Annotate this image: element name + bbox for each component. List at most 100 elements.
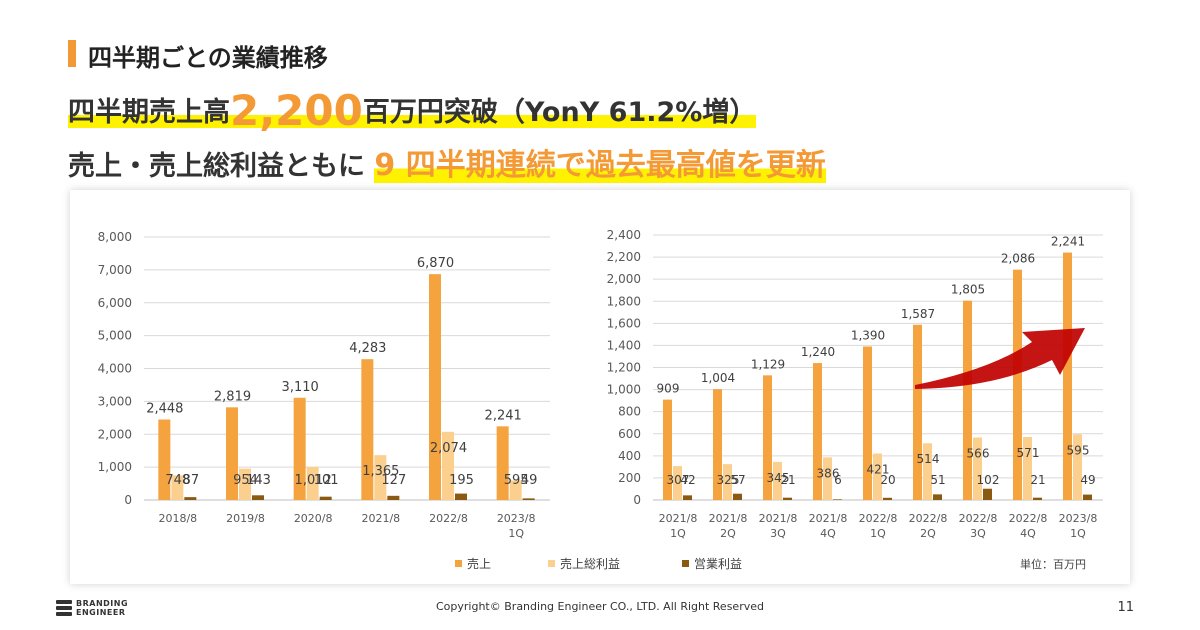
bar-2-s2: [1073, 434, 1082, 500]
data-label: 49: [1080, 473, 1095, 487]
data-label: 386: [817, 466, 840, 480]
y-tick-label: 4,000: [98, 362, 132, 376]
data-label: 1,129: [751, 357, 785, 371]
data-label: 2,074: [430, 441, 467, 456]
bar-2-s2: [773, 461, 782, 500]
y-tick-label: 1,600: [607, 316, 641, 330]
bar-2-s2: [973, 437, 982, 500]
legend-label: 営業利益: [694, 557, 742, 571]
bar-1-s1: [293, 397, 306, 500]
x-tick-label: 4Q: [820, 527, 836, 540]
data-label: 3,110: [282, 380, 319, 395]
data-label: 421: [867, 463, 890, 477]
data-label: 2,086: [1001, 252, 1035, 266]
headline-revenue-prefix: 四半期売上高: [68, 97, 230, 128]
x-tick-label: 2021/8: [361, 512, 400, 525]
bar-2-s2: [723, 464, 732, 500]
bar-2-s3: [833, 499, 842, 500]
data-label: 2,448: [146, 402, 183, 417]
headline-record-highlight: 9 四半期連続で過去最高値を更新: [374, 148, 826, 183]
y-tick-label: 7,000: [98, 263, 132, 277]
x-tick-label: 2023/8: [497, 512, 536, 525]
section-marker: [68, 40, 76, 67]
y-tick-label: 600: [618, 427, 641, 441]
data-label: 2,819: [214, 389, 251, 404]
data-label: 1,390: [851, 329, 885, 343]
data-label: 566: [967, 447, 990, 461]
headline-record-prefix: 売上・売上総利益ともに: [68, 151, 365, 182]
bar-2-s2: [673, 466, 682, 500]
bar-1-s1: [361, 359, 374, 500]
data-label: 1,012: [295, 473, 332, 488]
x-tick-label: 1Q: [1070, 527, 1086, 540]
bar-2-s1: [713, 389, 722, 500]
data-label: 1,365: [362, 464, 399, 479]
data-label: 1,587: [901, 307, 935, 321]
data-label: 748: [165, 473, 190, 488]
y-tick-label: 2,000: [98, 427, 132, 441]
bar-2-s1: [913, 324, 922, 500]
x-tick-label: 2018/8: [158, 512, 197, 525]
bar-1-s2: [239, 468, 251, 500]
y-tick-label: 8,000: [98, 230, 132, 244]
data-label: 571: [1017, 446, 1040, 460]
x-tick-label: 2Q: [920, 527, 936, 540]
data-label: 21: [780, 473, 795, 487]
y-tick-label: 1,000: [607, 383, 641, 397]
x-tick-label: 2022/8: [1009, 512, 1048, 525]
y-tick-label: 1,000: [98, 460, 132, 474]
bar-2-s3: [783, 497, 792, 500]
data-label: 325: [717, 473, 740, 487]
headline-record-number: 9: [374, 148, 396, 183]
bar-1-s1: [226, 407, 238, 500]
y-tick-label: 200: [618, 471, 641, 485]
bar-1-s3: [387, 495, 400, 500]
data-label: 21: [1030, 473, 1045, 487]
logo-line1: BRANDING: [76, 599, 129, 608]
headline-record-suffix: 四半期連続で過去最高値を更新: [405, 148, 826, 183]
y-tick-label: 0: [124, 493, 132, 507]
x-tick-label: 3Q: [970, 527, 986, 540]
legend-swatch: [682, 560, 689, 567]
y-tick-label: 2,000: [607, 272, 641, 286]
x-tick-label: 2019/8: [226, 512, 265, 525]
bar-2-s1: [863, 346, 872, 500]
bar-2-s1: [813, 363, 822, 500]
bar-1-s3: [455, 493, 467, 500]
page-number: 11: [1117, 600, 1134, 615]
section-title: 四半期ごとの業績推移: [88, 44, 328, 72]
bar-1-s1: [496, 426, 509, 500]
bar-1-s2: [509, 480, 522, 500]
logo-mark-icon: [56, 600, 72, 616]
data-label: 1,004: [701, 371, 735, 385]
headline-record: 売上・売上総利益ともに 9 四半期連続で過去最高値を更新: [68, 140, 826, 184]
data-label: 195: [449, 473, 474, 488]
bar-2-s3: [1033, 497, 1042, 500]
bar-1-s3: [319, 496, 332, 500]
bar-2-s3: [883, 497, 892, 500]
data-label: 143: [246, 473, 271, 488]
bar-1-s2: [374, 455, 387, 500]
x-tick-label: 2020/8: [294, 512, 333, 525]
x-tick-label: 2022/8: [959, 512, 998, 525]
y-tick-label: 1,800: [607, 294, 641, 308]
bar-2-s1: [963, 300, 972, 500]
bar-1-s2: [306, 466, 319, 500]
x-tick-label: 2022/8: [909, 512, 948, 525]
data-label: 595: [504, 473, 529, 488]
bar-2-s2: [1023, 436, 1032, 500]
data-label: 87: [183, 473, 200, 488]
data-label: 57: [730, 473, 745, 487]
growth-arrow-icon: [915, 328, 1085, 389]
bar-2-s1: [663, 399, 672, 500]
data-label: 345: [767, 471, 790, 485]
legend-label: 売上総利益: [560, 556, 620, 571]
x-tick-label: 2Q: [720, 527, 736, 540]
x-tick-label: 2021/8: [759, 512, 798, 525]
x-tick-label: 2023/8: [1059, 512, 1098, 525]
x-tick-label: 2021/8: [809, 512, 848, 525]
legend-swatch: [455, 560, 462, 567]
data-label: 6,870: [417, 256, 454, 271]
y-tick-label: 800: [618, 405, 641, 419]
logo-line2: ENGINEER: [76, 608, 126, 617]
